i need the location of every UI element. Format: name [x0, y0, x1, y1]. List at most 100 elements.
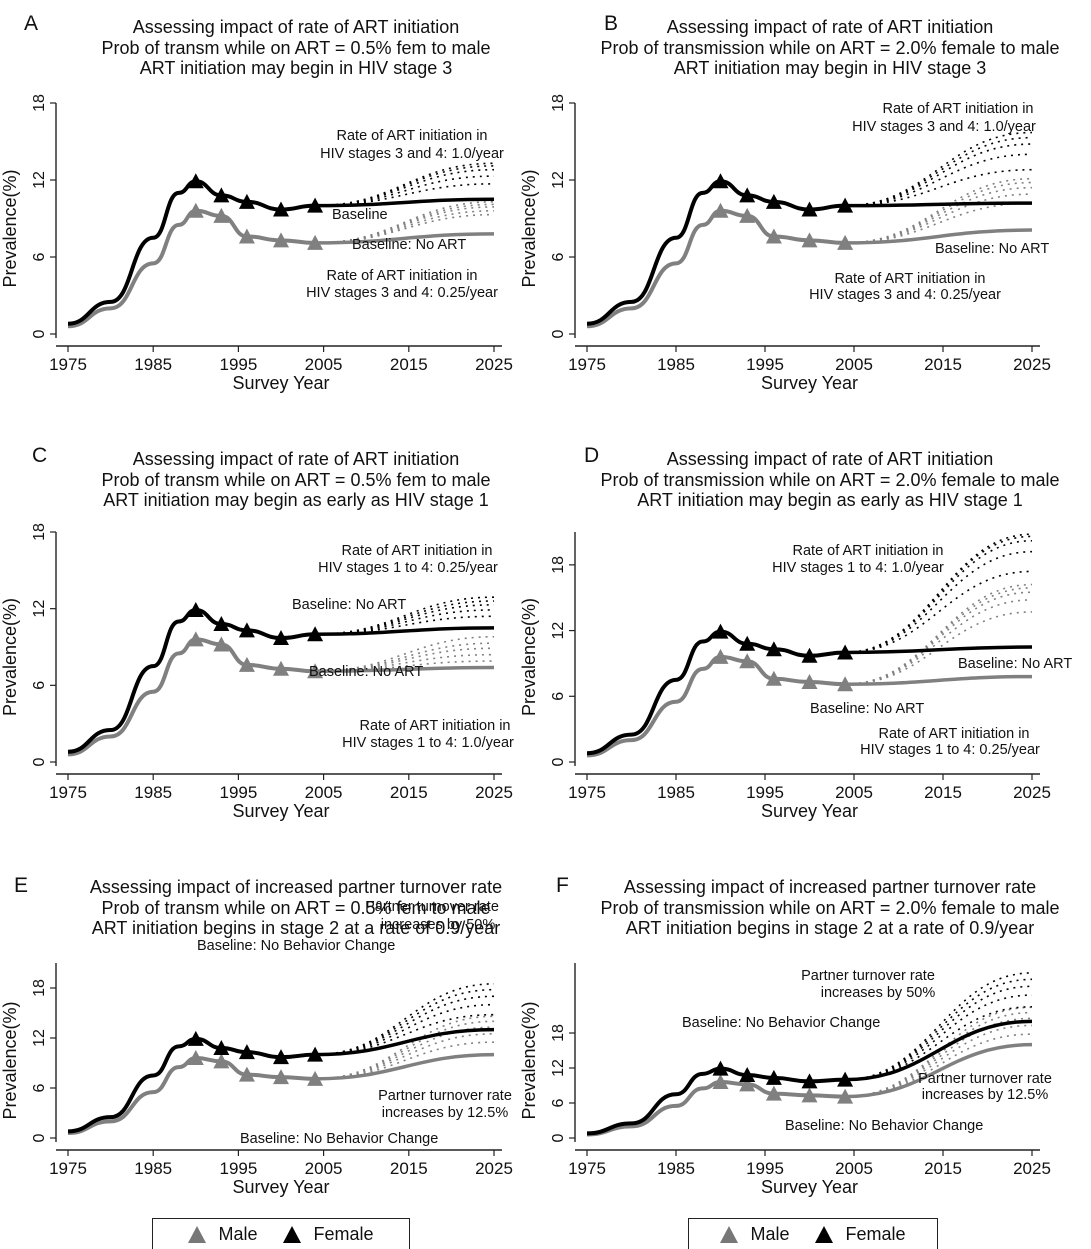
annotation: HIV stages 1 to 4: 0.25/year	[318, 560, 498, 576]
female-triangle-icon	[283, 1225, 302, 1243]
female-series-line-marker	[187, 173, 204, 189]
female-series-line-marker	[307, 197, 324, 213]
panel-letter: E	[14, 874, 28, 897]
y-axis-label: Prevalence(%)	[0, 1001, 20, 1119]
y-axis-label: Prevalence(%)	[519, 169, 539, 287]
male-series-line-marker	[837, 234, 854, 250]
male-projection-line	[315, 665, 495, 674]
y-tick-label: 18	[31, 523, 48, 541]
annotation: Rate of ART initiation in	[327, 268, 478, 284]
annotation: Rate of ART initiation in	[835, 271, 986, 287]
panel-title: Assessing impact of rate of ART initiati…	[667, 449, 994, 469]
legend-male-label: Male	[750, 1223, 790, 1244]
male-series-line-marker	[801, 232, 818, 248]
y-tick-label: 6	[550, 252, 567, 261]
panel-subtitle: ART initiation begins in stage 2 at a ra…	[92, 918, 501, 938]
male-projection-line	[845, 181, 1033, 244]
male-series-line-marker	[213, 207, 230, 223]
y-tick-label: 0	[550, 1133, 567, 1142]
y-tick-label: 0	[31, 757, 48, 766]
female-projection-line	[845, 153, 1033, 207]
x-tick-label: 1995	[219, 1159, 257, 1178]
female-series-line-marker	[238, 1044, 255, 1060]
panel-b: B Assessing impact of rate of ART initiat…	[519, 12, 1060, 393]
female-series-line-marker	[765, 641, 782, 657]
female-series-line-marker	[739, 187, 756, 203]
y-axis-label: Prevalence(%)	[0, 169, 20, 287]
panel-title: Assessing impact of rate of ART initiati…	[667, 17, 994, 37]
panel-letter: F	[556, 874, 569, 897]
female-projection-line	[315, 165, 495, 207]
panel-title: Assessing impact of increased partner tu…	[624, 877, 1036, 897]
male-series-line-marker	[801, 1087, 818, 1103]
y-tick-label: 12	[550, 171, 567, 189]
panel-subtitle: Prob of transmission while on ART = 2.0%…	[600, 470, 1059, 490]
female-series-line	[586, 629, 846, 756]
legend-left: Male Female	[152, 1218, 410, 1249]
y-tick-label: 0	[550, 329, 567, 338]
panel-subtitle: Prob of transm while on ART = 0.5% fem t…	[101, 38, 490, 58]
annotation: Partner turnover rate	[365, 899, 499, 915]
female-projection-line	[845, 201, 1033, 208]
annotation: HIV stages 1 to 4: 1.0/year	[772, 560, 944, 576]
x-tick-label: 1975	[49, 783, 87, 802]
x-tick-label: 2015	[924, 783, 962, 802]
y-tick-label: 6	[550, 1098, 567, 1107]
male-series-line-marker	[765, 670, 782, 686]
y-tick-label: 12	[31, 1029, 48, 1047]
x-tick-label: 1995	[746, 355, 784, 374]
x-tick-label: 1975	[49, 355, 87, 374]
female-projection-line	[845, 131, 1033, 207]
annotation: Partner turnover rate	[918, 1071, 1052, 1087]
male-series-line-marker	[712, 1074, 729, 1089]
female-projection-line	[315, 600, 495, 636]
female-projection-line	[315, 604, 495, 636]
female-projection-line	[315, 615, 495, 636]
y-axis-label: Prevalence(%)	[519, 598, 539, 716]
x-tick-label: 2025	[1013, 355, 1051, 374]
annotation: Partner turnover rate	[378, 1088, 512, 1104]
x-tick-label: 1985	[134, 1159, 172, 1178]
female-series-line-marker	[213, 187, 230, 203]
annotation: Partner turnover rate	[801, 968, 935, 984]
panel-letter: D	[584, 444, 599, 467]
male-series-line-marker	[307, 663, 324, 679]
y-tick-label: 0	[550, 757, 567, 766]
annotation: Baseline	[332, 207, 388, 223]
x-tick-label: 2025	[1013, 783, 1051, 802]
annotation: Rate of ART initiation in	[360, 718, 511, 734]
female-projection-line	[315, 988, 495, 1056]
panel-subtitle: Prob of transm while on ART = 0.5% fem t…	[101, 470, 490, 490]
female-projection-line	[315, 1027, 495, 1057]
panel-a: A Assessing impact of rate of ART initiat…	[0, 12, 513, 393]
male-projection-line	[845, 674, 1033, 686]
panel-title: Assessing impact of rate of ART initiati…	[133, 17, 460, 37]
legend-right: Male Female	[688, 1218, 938, 1249]
annotation: HIV stages 3 and 4: 0.25/year	[306, 285, 498, 301]
annotation: Baseline: No ART	[292, 597, 406, 613]
male-projection-line	[315, 206, 495, 244]
female-series-line-marker	[765, 1069, 782, 1085]
x-tick-label: 1995	[219, 355, 257, 374]
female-series-line-marker	[187, 601, 204, 617]
male-series-line-marker	[238, 228, 255, 244]
male-series-line	[67, 1055, 316, 1135]
male-projection-line	[315, 1052, 495, 1081]
annotation: HIV stages 3 and 4: 0.25/year	[809, 287, 1001, 303]
annotation: Rate of ART initiation in	[883, 101, 1034, 117]
x-tick-label: 1975	[568, 355, 606, 374]
y-tick-label: 18	[550, 556, 567, 574]
panel-c: C Assessing impact of rate of ART initiat…	[0, 444, 514, 821]
female-series-line-marker	[187, 1030, 204, 1046]
x-tick-label: 2015	[390, 1159, 428, 1178]
annotation: increases by 12.5%	[922, 1087, 1049, 1103]
x-tick-label: 1975	[568, 783, 606, 802]
female-series-line-marker	[801, 1073, 818, 1089]
panel-subtitle: ART initiation may begin in HIV stage 3	[140, 58, 453, 78]
female-series-line-marker	[238, 193, 255, 209]
female-series-line-marker	[307, 626, 324, 642]
male-series-line	[586, 654, 846, 758]
y-tick-label: 0	[31, 1133, 48, 1142]
female-projection-line	[315, 183, 495, 207]
male-series-line-marker	[273, 232, 289, 248]
